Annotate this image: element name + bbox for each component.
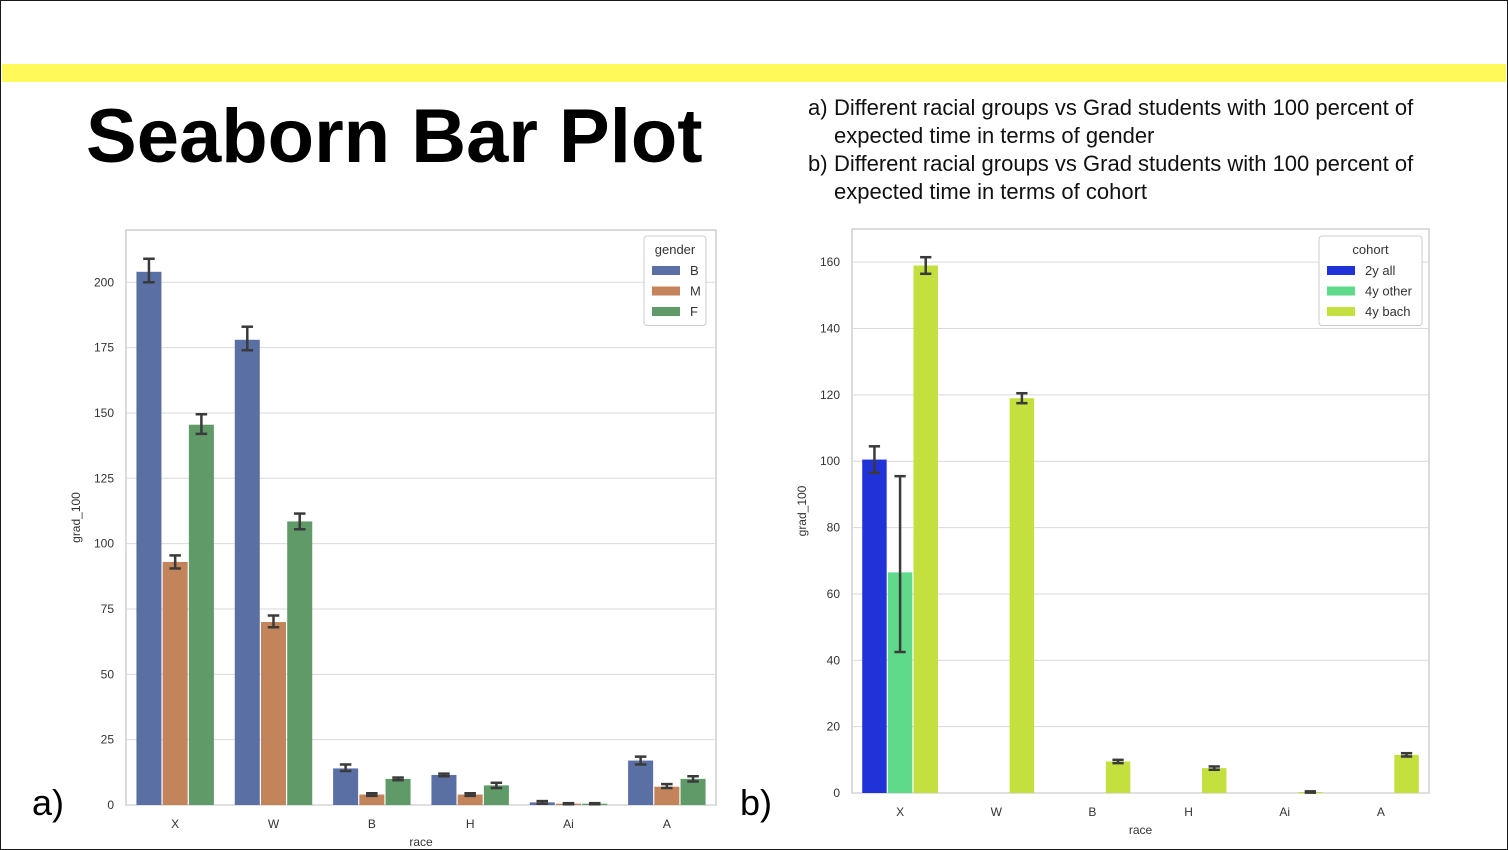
bar <box>162 561 188 805</box>
y-tick-label: 125 <box>94 471 114 485</box>
chart-descriptions: a) Different racial groups vs Grad stude… <box>808 94 1468 206</box>
y-tick-label: 150 <box>94 406 114 420</box>
y-tick-label: 75 <box>101 602 115 616</box>
description-a: a) Different racial groups vs Grad stude… <box>808 94 1468 150</box>
bar <box>913 265 938 793</box>
y-tick-label: 60 <box>827 587 841 601</box>
slide-title: Seaborn Bar Plot <box>86 94 703 179</box>
bar <box>483 785 509 805</box>
bar <box>1105 761 1131 793</box>
bar <box>385 778 411 805</box>
y-tick-label: 140 <box>820 322 840 336</box>
y-axis-label: grad_100 <box>795 485 809 536</box>
y-tick-label: 100 <box>94 537 114 551</box>
legend-swatch <box>1327 266 1355 275</box>
legend-label: 4y bach <box>1365 304 1411 319</box>
legend-label: M <box>690 284 701 299</box>
x-axis-label: race <box>1129 823 1153 837</box>
y-tick-label: 100 <box>820 454 840 468</box>
bar <box>260 622 287 805</box>
y-tick-label: 200 <box>94 275 114 289</box>
x-tick-label: X <box>896 805 904 819</box>
bar <box>680 778 706 805</box>
x-tick-label: A <box>1377 805 1385 819</box>
x-tick-label: H <box>466 817 475 831</box>
legend-swatch <box>1327 286 1355 296</box>
legend-box <box>643 235 707 326</box>
legend-title: cohort <box>1352 242 1389 257</box>
legend-swatch <box>652 286 680 296</box>
x-tick-label: W <box>991 805 1003 819</box>
bar <box>234 339 260 805</box>
header-accent-bar <box>2 64 1506 82</box>
description-text: Different racial groups vs Grad students… <box>834 95 1414 148</box>
bar <box>628 760 654 805</box>
legend-swatch <box>652 266 680 275</box>
bar <box>188 424 214 805</box>
legend-title: gender <box>655 242 696 257</box>
bar <box>359 794 385 805</box>
legend-swatch <box>1327 307 1355 316</box>
description-letter: a) <box>808 95 828 120</box>
bar <box>862 459 887 793</box>
bar <box>1009 398 1035 793</box>
x-tick-label: X <box>171 817 179 831</box>
x-axis-label: race <box>409 835 433 849</box>
legend-box <box>1318 235 1423 326</box>
x-tick-label: H <box>1184 805 1193 819</box>
legend-label: B <box>690 263 699 278</box>
x-tick-label: A <box>663 817 671 831</box>
legend-label: F <box>690 304 698 319</box>
bar <box>333 768 359 805</box>
bar <box>1202 768 1227 793</box>
bar <box>1394 754 1419 793</box>
y-tick-label: 175 <box>94 341 114 355</box>
panel-label-a: a) <box>32 782 65 823</box>
bar <box>457 794 483 805</box>
description-letter: b) <box>808 151 828 176</box>
legend-label: 4y other <box>1365 284 1413 299</box>
bar <box>654 786 680 805</box>
y-tick-label: 50 <box>101 667 115 681</box>
bar <box>136 271 162 805</box>
y-tick-label: 20 <box>827 720 841 734</box>
x-tick-label: B <box>368 817 376 831</box>
y-tick-label: 0 <box>107 798 114 812</box>
bar <box>287 521 313 805</box>
legend-swatch <box>652 307 680 316</box>
bar <box>431 774 457 805</box>
y-tick-label: 160 <box>820 255 840 269</box>
legend-label: 2y all <box>1365 263 1395 278</box>
y-tick-label: 25 <box>101 733 115 747</box>
y-tick-label: 40 <box>827 653 841 667</box>
panel-label-b: b) <box>740 782 773 823</box>
description-b: b) Different racial groups vs Grad stude… <box>808 150 1468 206</box>
y-tick-label: 0 <box>833 786 840 800</box>
plot-area <box>125 229 717 806</box>
description-text: Different racial groups vs Grad students… <box>834 151 1414 204</box>
x-tick-label: B <box>1088 805 1096 819</box>
x-tick-label: W <box>268 817 280 831</box>
x-tick-label: Ai <box>1279 805 1290 819</box>
y-tick-label: 120 <box>820 388 840 402</box>
x-tick-label: Ai <box>563 817 574 831</box>
y-axis-label: grad_100 <box>69 492 83 543</box>
y-tick-label: 80 <box>827 521 841 535</box>
